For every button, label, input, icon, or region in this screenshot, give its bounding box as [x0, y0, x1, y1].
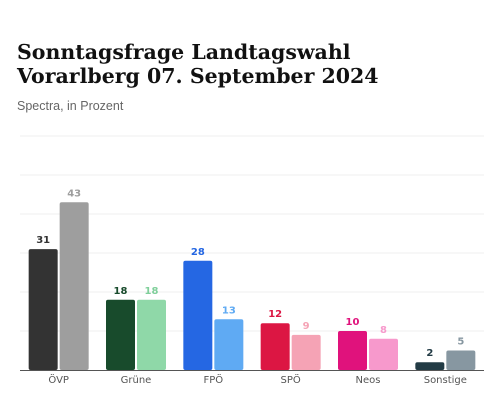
value-label: 13 [222, 305, 236, 316]
value-label: 12 [268, 309, 282, 320]
bar-fpö-2 [214, 319, 244, 370]
bar-spö-2 [291, 334, 321, 370]
category-labels: ÖVP Grüne FPÖ SPÖ Neos Sonstige [48, 373, 467, 386]
chart-subtitle: Spectra, in Prozent [17, 99, 124, 113]
value-label: 9 [303, 321, 310, 332]
bar-fpö-1 [183, 260, 213, 370]
category-label: Sonstige [424, 375, 467, 386]
grid-lines [20, 135, 484, 332]
category-label: SPÖ [281, 373, 301, 386]
value-label: 5 [457, 337, 464, 348]
value-label: 8 [380, 325, 387, 336]
bar-neos-1 [338, 331, 367, 370]
chart-title: Sonntagsfrage Landtagswahl Vorarlberg 07… [17, 40, 379, 88]
bar-övp-1 [28, 249, 58, 370]
value-label: 10 [346, 317, 360, 328]
bar-sonstige-2 [446, 350, 476, 370]
value-label: 18 [114, 286, 128, 297]
value-label: 31 [36, 235, 50, 246]
value-label: 2 [426, 348, 433, 359]
category-label: Neos [356, 375, 381, 386]
bar-övp-2 [59, 202, 89, 370]
bar-series [28, 202, 476, 370]
bar-spö-1 [260, 323, 290, 370]
value-labels: 31 43 18 18 28 13 12 9 10 8 2 5 [36, 188, 464, 359]
value-label: 28 [191, 247, 205, 258]
bar-grüne-2 [137, 299, 166, 370]
category-label: Grüne [121, 375, 152, 386]
value-label: 18 [145, 286, 159, 297]
category-label: FPÖ [204, 373, 224, 386]
bar-sonstige-1 [415, 362, 445, 370]
category-label: ÖVP [48, 373, 69, 386]
value-label: 43 [67, 188, 81, 199]
bar-neos-2 [369, 338, 398, 370]
bar-grüne-1 [106, 299, 135, 370]
